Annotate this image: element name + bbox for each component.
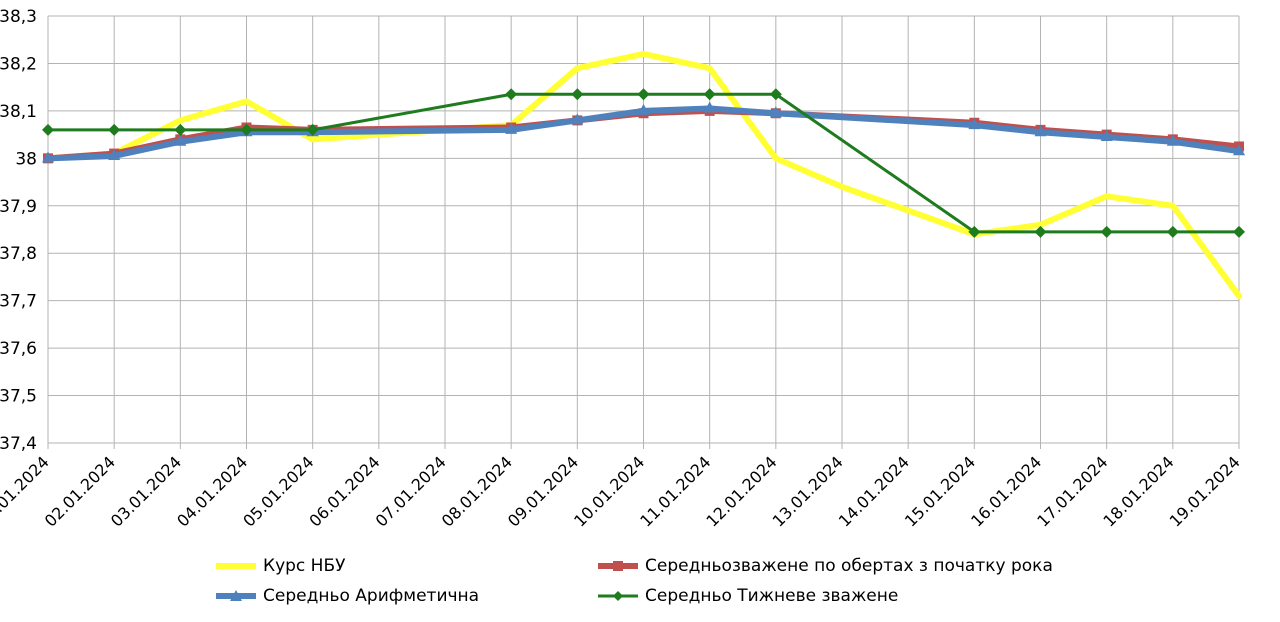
y-tick-label: 37,8 [0,244,37,264]
data-point-diamond [1233,226,1245,238]
y-tick-label: 38 [15,149,37,169]
legend-item-kurs-nbu: Курс НБУ [215,556,345,576]
y-tick-label: 37,9 [0,197,37,217]
data-point-diamond [704,88,716,100]
y-tick-label: 37,6 [0,339,37,359]
y-axis: 37,4 37,5 37,6 37,7 37,8 37,9 38 38,1 38,2 38,3 [0,7,37,454]
data-point-diamond [1167,226,1179,238]
data-point-diamond [571,88,583,100]
legend-label: Середньо Тижневе зважене [645,586,898,606]
legend: Курс НБУ Середньозважене по обертах з по… [0,548,1280,618]
legend-swatch-line-icon [215,559,257,573]
legend-item-weekly-weighted: Середньо Тижневе зважене [597,586,898,606]
y-tick-label: 38,1 [0,102,37,122]
grid-lines [48,16,1239,443]
y-tick-label: 37,5 [0,387,37,407]
legend-swatch-square-icon [597,559,639,573]
data-point-diamond [42,124,54,136]
y-tick-label: 38,2 [0,54,37,74]
legend-label: Середньо Арифметична [263,586,479,606]
legend-label: Курс НБУ [263,556,345,576]
data-point-diamond [505,88,517,100]
legend-item-arithmetic-mean: Середньо Арифметична [215,586,479,606]
legend-swatch-diamond-icon [597,589,639,603]
line-chart: 37,4 37,5 37,6 37,7 37,8 37,9 38 38,1 38,2 38,3 0… [0,0,1280,548]
y-tick-label: 37,4 [0,434,37,454]
legend-swatch-triangle-icon [215,589,257,603]
data-point-diamond [1101,226,1113,238]
legend-label: Середньозважене по обертах з початку рок… [645,556,1053,576]
x-axis: 01.01.202402.01.202403.01.202404.01.2024… [0,443,1244,531]
legend-item-weighted-since-year-start: Середньозважене по обертах з початку рок… [597,556,1053,576]
y-tick-label: 37,7 [0,292,37,312]
x-tick-label: 19.01.2024 [1166,452,1244,530]
data-point-diamond [638,88,650,100]
data-point-diamond [108,124,120,136]
y-tick-label: 38,3 [0,7,37,27]
